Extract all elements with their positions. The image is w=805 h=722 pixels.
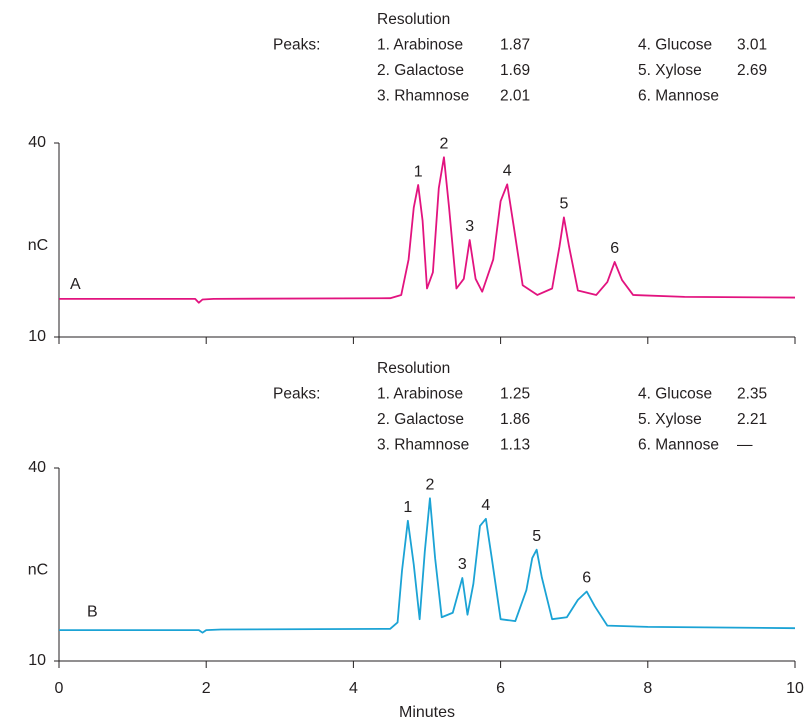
resolution-value: 2.01 bbox=[500, 88, 530, 105]
y-tick-label: 40 bbox=[28, 134, 46, 151]
peak-name: 3. Rhamnose bbox=[377, 88, 469, 105]
peak-label: 6 bbox=[610, 240, 619, 257]
peak-label: 1 bbox=[414, 163, 423, 180]
x-tick-label: 8 bbox=[643, 680, 652, 697]
peak-name: 4. Glucose bbox=[638, 37, 712, 54]
resolution-value: 2.69 bbox=[737, 62, 767, 79]
x-axis-label: Minutes bbox=[399, 704, 455, 721]
peak-label: 3 bbox=[465, 218, 474, 235]
resolution-value: 3.01 bbox=[737, 37, 767, 54]
trace-label: A bbox=[70, 276, 81, 293]
trace bbox=[59, 497, 796, 634]
resolution-value: 2.21 bbox=[737, 411, 767, 428]
peak-label: 6 bbox=[582, 570, 591, 587]
table-label: Peaks: bbox=[273, 386, 320, 403]
peak-name: 6. Mannose bbox=[638, 88, 719, 105]
x-tick-label: 0 bbox=[55, 680, 64, 697]
peak-name: 1. Arabinose bbox=[377, 386, 463, 403]
y-axis-label: nC bbox=[28, 562, 48, 579]
resolution-value: 1.13 bbox=[500, 437, 530, 454]
peak-label: 4 bbox=[503, 163, 512, 180]
peak-label: 1 bbox=[403, 499, 412, 516]
peak-name: 6. Mannose bbox=[638, 437, 719, 454]
peak-name: 5. Xylose bbox=[638, 411, 702, 428]
x-tick-label: 4 bbox=[349, 680, 358, 697]
y-axis-label: nC bbox=[28, 237, 48, 254]
peak-label: 2 bbox=[439, 135, 448, 152]
x-tick-label: 10 bbox=[786, 680, 804, 697]
peak-label: 2 bbox=[425, 476, 434, 493]
y-tick-label: 10 bbox=[28, 652, 46, 669]
table-heading: Resolution bbox=[377, 360, 450, 377]
trace bbox=[59, 156, 796, 304]
peak-name: 1. Arabinose bbox=[377, 37, 463, 54]
peak-label: 3 bbox=[458, 556, 467, 573]
x-tick-label: 6 bbox=[496, 680, 505, 697]
table-heading: Resolution bbox=[377, 11, 450, 28]
peak-label: 5 bbox=[532, 528, 541, 545]
peak-name: 3. Rhamnose bbox=[377, 437, 469, 454]
resolution-value: 1.86 bbox=[500, 411, 530, 428]
peak-label: 4 bbox=[481, 497, 490, 514]
y-tick-label: 40 bbox=[28, 459, 46, 476]
peak-name: 5. Xylose bbox=[638, 62, 702, 79]
peak-name: 2. Galactose bbox=[377, 62, 464, 79]
resolution-value: 1.25 bbox=[500, 386, 530, 403]
resolution-value: 1.87 bbox=[500, 37, 530, 54]
y-tick-label: 10 bbox=[28, 328, 46, 345]
trace-label: B bbox=[87, 603, 98, 620]
resolution-value: 2.35 bbox=[737, 386, 767, 403]
peak-label: 5 bbox=[559, 196, 568, 213]
resolution-value: — bbox=[737, 437, 753, 454]
peak-name: 2. Galactose bbox=[377, 411, 464, 428]
resolution-value: 1.69 bbox=[500, 62, 530, 79]
table-label: Peaks: bbox=[273, 37, 320, 54]
peak-name: 4. Glucose bbox=[638, 386, 712, 403]
x-tick-label: 2 bbox=[202, 680, 211, 697]
